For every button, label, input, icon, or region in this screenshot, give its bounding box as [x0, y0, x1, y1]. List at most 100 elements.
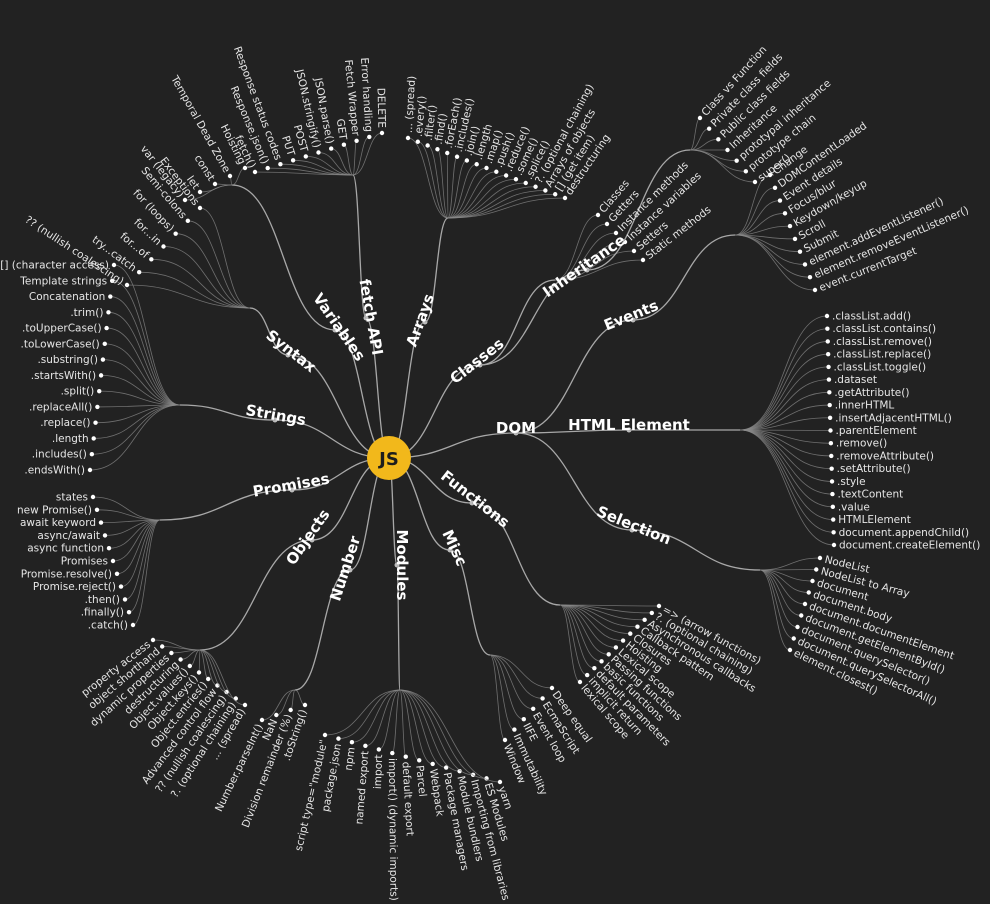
- strings-leaf-edge: [104, 343, 181, 406]
- selection-leaf-dot: [810, 578, 815, 584]
- functions-leaf-dot: [599, 659, 604, 664]
- arrays-leaf-edge: [427, 145, 449, 219]
- misc-leaf-dot: [549, 685, 555, 691]
- strings-leaf-edge: [110, 296, 181, 406]
- html-element-leaf-dot: [831, 542, 837, 548]
- modules-leaf-edge: [399, 689, 460, 772]
- syntax-leaf-dot: [136, 269, 142, 275]
- number-fan-stem: [294, 569, 351, 691]
- promises-leaf-label: Promises: [61, 556, 108, 568]
- inheritance-leaf-edge: [689, 117, 701, 151]
- events-leaf-edge: [734, 212, 786, 236]
- objects-leaf-dot: [206, 676, 211, 682]
- misc-leaf-edge: [489, 654, 515, 730]
- strings-leaf-label: .trim(): [70, 307, 103, 319]
- modules-leaf-dot: [417, 758, 422, 763]
- events-leaf-dot: [782, 211, 788, 216]
- strings-leaf-dot: [109, 278, 115, 283]
- syntax-leaf-dot: [124, 282, 130, 288]
- objects-leaf-dot: [233, 696, 238, 701]
- arrays-leaf-label: ... (spread): [403, 75, 418, 133]
- promises-leaf-edge: [132, 519, 161, 626]
- arrays-leaf-dot: [474, 162, 479, 167]
- html-element-leaf-dot: [830, 504, 836, 510]
- functions-leaf-edge: [559, 604, 588, 676]
- html-element-leaf-label: .classList.toggle(): [834, 361, 927, 373]
- center-label: JS: [377, 449, 399, 470]
- selection-leaf-edge: [759, 569, 802, 616]
- fetch-leaf-dot: [379, 130, 385, 136]
- number-branch-label: Number: [326, 533, 364, 603]
- html-element-leaf-edge: [739, 391, 830, 431]
- modules-leaf-edge: [399, 689, 420, 761]
- strings-leaf-edge: [101, 374, 181, 406]
- modules-leaf-label: npm: [343, 746, 358, 771]
- strings-branch-label: Strings: [244, 401, 307, 429]
- misc-leaf-dot: [540, 696, 545, 701]
- html-element-leaf-dot: [827, 415, 833, 420]
- objects-leaf-dot: [242, 702, 248, 708]
- functions-leaf-dot: [628, 631, 633, 636]
- strings-leaf-dot: [93, 420, 98, 425]
- promises-leaf-dot: [98, 520, 104, 525]
- html-element-leaf-edge: [739, 315, 828, 431]
- arrays-leaf-edge: [447, 171, 497, 219]
- html-element-leaf-label: .setAttribute(): [837, 463, 911, 475]
- modules-leaf-dot: [376, 747, 382, 752]
- classes-leaf-edge: [554, 259, 644, 281]
- strings-leaf-dot: [100, 357, 106, 362]
- modules-leaf-dot: [430, 761, 435, 767]
- functions-leaf-dot: [606, 652, 611, 657]
- functions-leaf-dot: [584, 672, 590, 678]
- strings-leaf-label: .replace(): [40, 417, 90, 429]
- modules-leaf-label: import() (dynamic imports): [386, 758, 400, 901]
- arrays-leaf-dot: [454, 154, 460, 159]
- events-branch-label: Events: [601, 296, 661, 334]
- arrays-leaf-label: .find(): [433, 112, 450, 145]
- events-leaf-edge: [734, 187, 776, 236]
- arrays-leaf-edge: [447, 186, 536, 219]
- arrays-leaf-edge: [447, 160, 468, 219]
- arrays-leaf-edge: [447, 167, 487, 219]
- syntax-leaf-dot: [185, 218, 191, 224]
- html-element-leaf-label: .removeAttribute(): [836, 450, 934, 462]
- promises-leaf-label: Promise.reject(): [33, 581, 116, 593]
- html-element-leaf-dot: [831, 517, 836, 522]
- selection-leaf-edge: [759, 569, 791, 651]
- functions-leaf-dot: [592, 665, 597, 671]
- promises-leaf-label: Promise.resolve(): [21, 568, 112, 580]
- strings-leaf-dot: [97, 388, 102, 394]
- html-element-leaf-label: .classList.contains(): [832, 323, 936, 335]
- strings-leaf-edge: [108, 311, 181, 406]
- strings-leaf-edge: [93, 404, 181, 439]
- html-element-leaf-edge: [739, 417, 831, 431]
- functions-leaf-edge: [559, 604, 631, 635]
- number-leaf-edge: [294, 689, 306, 706]
- strings-leaf-dot: [98, 373, 104, 378]
- html-element-leaf-edge: [739, 404, 830, 431]
- modules-leaf-label: default export: [400, 761, 416, 836]
- promises-leaf-edge: [116, 519, 161, 575]
- events-leaf-dot: [777, 198, 783, 203]
- promises-leaf-dot: [126, 610, 132, 615]
- events-leaf-dot: [797, 249, 803, 254]
- inheritance-leaf-dot: [734, 158, 739, 163]
- fetch-leaf-edge: [352, 140, 357, 176]
- misc-leaf-edge: [489, 654, 506, 741]
- events-fan-stem: [632, 234, 736, 321]
- inheritance-leaf-dot: [697, 115, 703, 121]
- objects-leaf-edge: [199, 649, 227, 693]
- promises-leaf-dot: [122, 597, 128, 602]
- selection-leaf-dot: [787, 647, 793, 653]
- number-leaf-dot: [302, 702, 308, 708]
- html-element-leaf-dot: [830, 491, 835, 497]
- html-element-leaf-dot: [831, 530, 836, 535]
- modules-leaf-dot: [443, 765, 449, 770]
- arrays-leaf-edge: [446, 152, 449, 219]
- syntax-leaf-edge: [199, 207, 251, 309]
- edge-layer: [87, 115, 837, 785]
- strings-leaf-edge: [89, 404, 181, 471]
- promises-leaf-dot: [110, 558, 116, 564]
- html-element-leaf-label: .classList.replace(): [833, 349, 931, 361]
- classes-leaf-dot: [640, 257, 646, 263]
